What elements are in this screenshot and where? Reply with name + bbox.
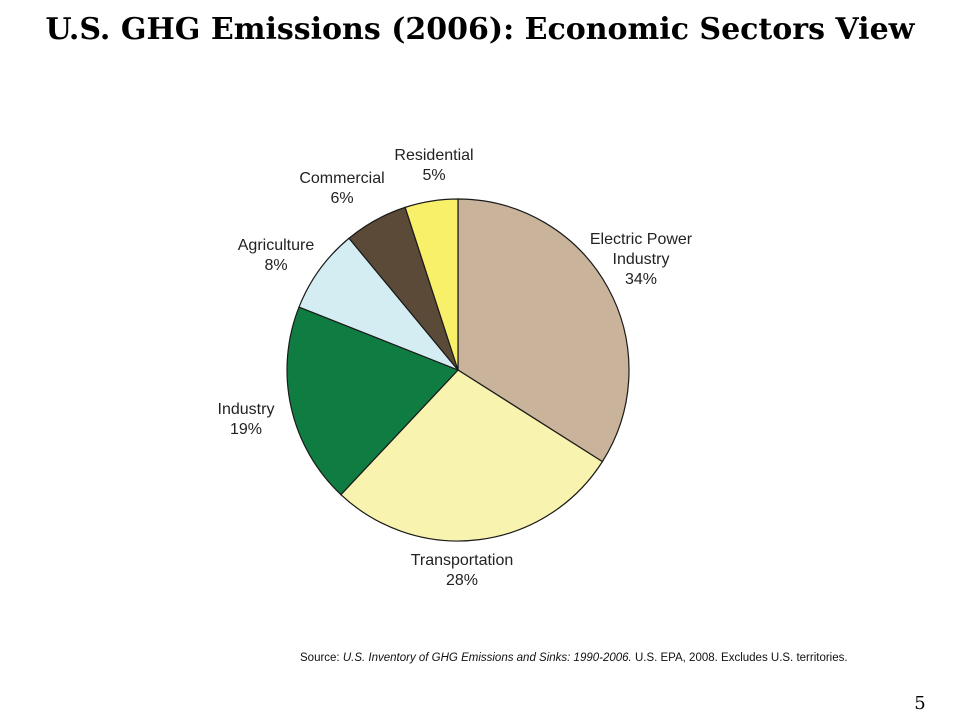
slice-label-line: Residential [394, 147, 473, 164]
slice-label-line: Industry [613, 251, 670, 268]
slice-label-line: Commercial [299, 170, 384, 187]
pie-slice-transportation [340, 369, 604, 542]
slice-label-line: Agriculture [238, 237, 315, 254]
slice-label-line: Electric Power [590, 231, 693, 248]
source-prefix: Source: [300, 652, 343, 664]
pie-labels: Electric Power Industry 34% Transportation 2… [218, 147, 693, 589]
slice-label-line: 8% [264, 257, 287, 274]
pie-slices [286, 198, 630, 542]
slice-label-line: Transportation [411, 552, 514, 569]
slice-label-line: 5% [422, 167, 445, 184]
slice-label-industry: Industry 19% [218, 401, 275, 438]
slice-label-line: 28% [446, 572, 478, 589]
pie-slice-electric-power-industry [457, 198, 630, 463]
slice-label-electric-power-industry: Electric Power Industry 34% [590, 231, 693, 288]
slice-label-commercial: Commercial 6% [299, 170, 384, 207]
slice-label-agriculture: Agriculture 8% [238, 237, 315, 274]
slice-label-line: Industry [218, 401, 275, 418]
pie-slice-industry [286, 306, 460, 496]
slice-label-transportation: Transportation 28% [411, 552, 514, 589]
slice-label-residential: Residential 5% [394, 147, 473, 184]
source-title: U.S. Inventory of GHG Emissions and Sink… [342, 652, 632, 664]
page-number: 5 [914, 693, 926, 714]
slide-title: U.S. GHG Emissions (2006): Economic Sect… [45, 12, 915, 47]
slice-label-line: 19% [230, 421, 262, 438]
source-suffix: U.S. EPA, 2008. Excludes U.S. territorie… [631, 652, 848, 664]
source-note: Source: U.S. Inventory of GHG Emissions … [300, 652, 950, 664]
pie-slice-residential [404, 198, 459, 371]
slice-label-line: 6% [330, 190, 353, 207]
slice-label-line: 34% [625, 271, 657, 288]
